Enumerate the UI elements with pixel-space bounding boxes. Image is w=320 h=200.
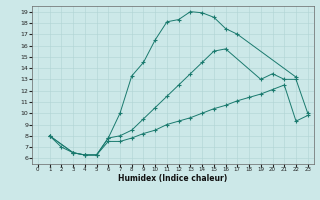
X-axis label: Humidex (Indice chaleur): Humidex (Indice chaleur) <box>118 174 228 183</box>
